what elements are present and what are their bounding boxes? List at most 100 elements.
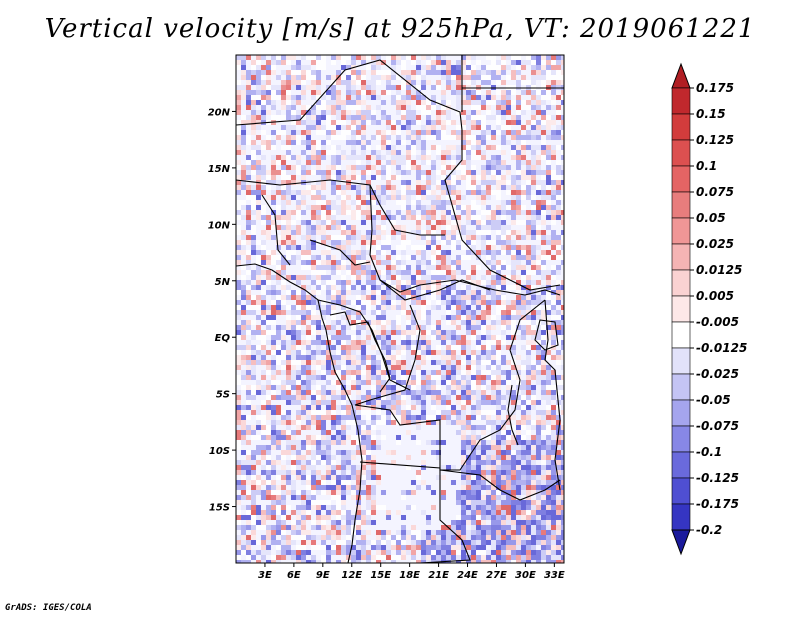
field-cell	[351, 380, 356, 385]
field-cell	[361, 120, 366, 125]
field-cell	[476, 235, 481, 240]
field-cell	[376, 415, 381, 420]
field-cell	[261, 215, 266, 220]
field-cell	[551, 455, 556, 460]
field-cell	[516, 180, 521, 185]
field-cell	[291, 80, 296, 85]
field-cell	[481, 190, 486, 195]
field-cell	[251, 125, 256, 130]
field-cell	[556, 250, 561, 255]
field-cell	[296, 550, 301, 555]
field-cell	[296, 430, 301, 435]
field-cell	[461, 525, 466, 530]
field-cell	[396, 415, 401, 420]
field-cell	[551, 195, 556, 200]
field-cell	[321, 125, 326, 130]
field-cell	[476, 500, 481, 505]
field-cell	[266, 340, 271, 345]
field-cell	[486, 435, 491, 440]
field-cell	[536, 120, 541, 125]
field-cell	[311, 500, 316, 505]
field-cell	[446, 65, 451, 70]
field-cell	[346, 255, 351, 260]
field-cell	[496, 515, 501, 520]
field-cell	[331, 190, 336, 195]
field-cell	[466, 435, 471, 440]
field-cell	[321, 200, 326, 205]
field-cell	[331, 75, 336, 80]
field-cell	[246, 340, 251, 345]
field-cell	[551, 490, 556, 495]
field-cell	[516, 505, 521, 510]
field-cell	[386, 330, 391, 335]
field-cell	[436, 330, 441, 335]
field-cell	[531, 525, 536, 530]
field-cell	[436, 255, 441, 260]
field-cell	[526, 170, 531, 175]
field-cell	[516, 290, 521, 295]
field-cell	[431, 385, 436, 390]
field-cell	[406, 255, 411, 260]
field-cell	[331, 260, 336, 265]
field-cell	[421, 370, 426, 375]
field-cell	[391, 60, 396, 65]
field-cell	[541, 230, 546, 235]
field-cell	[256, 95, 261, 100]
field-cell	[551, 530, 556, 535]
field-cell	[531, 125, 536, 130]
field-cell	[531, 340, 536, 345]
field-cell	[541, 470, 546, 475]
field-cell	[401, 95, 406, 100]
field-cell	[466, 235, 471, 240]
field-cell	[481, 350, 486, 355]
field-cell	[531, 470, 536, 475]
field-cell	[381, 335, 386, 340]
field-cell	[431, 305, 436, 310]
field-cell	[311, 80, 316, 85]
field-cell	[241, 250, 246, 255]
field-cell	[356, 300, 361, 305]
field-cell	[536, 450, 541, 455]
field-cell	[326, 255, 331, 260]
field-cell	[306, 65, 311, 70]
field-cell	[526, 410, 531, 415]
field-cell	[321, 60, 326, 65]
field-cell	[311, 210, 316, 215]
field-cell	[471, 380, 476, 385]
field-cell	[426, 535, 431, 540]
field-cell	[381, 390, 386, 395]
field-cell	[346, 310, 351, 315]
field-cell	[536, 465, 541, 470]
field-cell	[431, 415, 436, 420]
field-cell	[301, 115, 306, 120]
field-cell	[401, 340, 406, 345]
field-cell	[446, 415, 451, 420]
field-cell	[386, 235, 391, 240]
field-cell	[416, 355, 421, 360]
field-cell	[291, 75, 296, 80]
field-cell	[531, 475, 536, 480]
field-cell	[531, 385, 536, 390]
field-cell	[396, 305, 401, 310]
field-cell	[416, 165, 421, 170]
field-cell	[296, 380, 301, 385]
field-cell	[516, 195, 521, 200]
field-cell	[451, 65, 456, 70]
field-cell	[261, 165, 266, 170]
field-cell	[356, 135, 361, 140]
field-cell	[236, 60, 241, 65]
field-cell	[456, 130, 461, 135]
field-cell	[361, 165, 366, 170]
field-cell	[496, 230, 501, 235]
field-cell	[486, 245, 491, 250]
field-cell	[251, 110, 256, 115]
field-cell	[496, 310, 501, 315]
field-cell	[401, 515, 406, 520]
field-cell	[321, 95, 326, 100]
field-cell	[441, 550, 446, 555]
field-cell	[316, 405, 321, 410]
field-cell	[366, 440, 371, 445]
field-cell	[456, 360, 461, 365]
field-cell	[476, 105, 481, 110]
field-cell	[401, 345, 406, 350]
